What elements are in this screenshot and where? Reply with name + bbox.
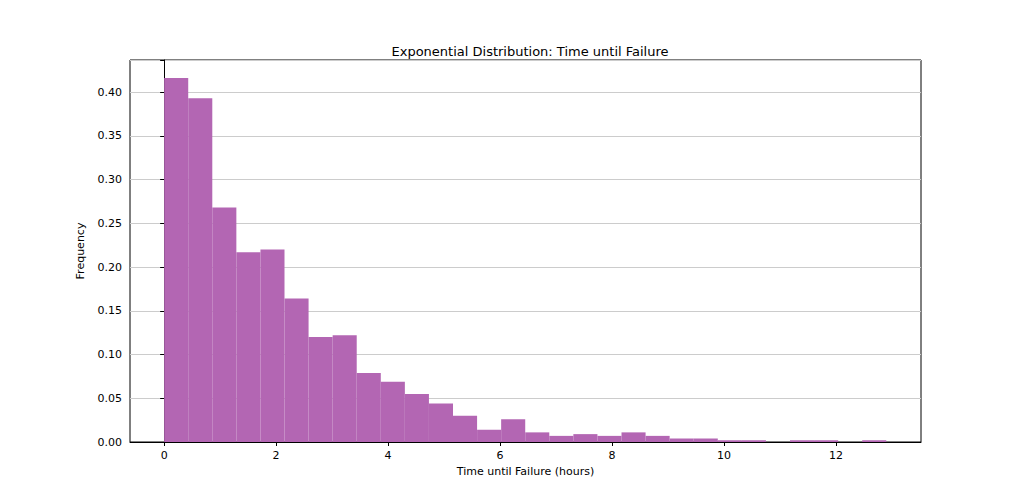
- svg-text:2: 2: [273, 449, 280, 462]
- svg-text:8: 8: [608, 449, 615, 462]
- svg-text:0.20: 0.20: [98, 261, 123, 274]
- svg-text:Time until Failure (hours): Time until Failure (hours): [456, 465, 594, 478]
- svg-text:0.30: 0.30: [98, 173, 123, 186]
- svg-text:4: 4: [385, 449, 392, 462]
- svg-text:0.35: 0.35: [98, 129, 123, 142]
- svg-text:10: 10: [717, 449, 731, 462]
- svg-text:0.40: 0.40: [98, 86, 123, 99]
- svg-text:0.25: 0.25: [98, 217, 123, 230]
- svg-text:0: 0: [161, 449, 168, 462]
- svg-text:6: 6: [497, 449, 504, 462]
- svg-text:0.05: 0.05: [98, 392, 123, 405]
- svg-text:Exponential Distribution: Time: Exponential Distribution: Time until Fai…: [391, 44, 668, 59]
- svg-text:0.15: 0.15: [98, 304, 123, 317]
- svg-text:Frequency: Frequency: [74, 222, 87, 279]
- svg-text:0.00: 0.00: [98, 436, 123, 449]
- svg-text:12: 12: [829, 449, 843, 462]
- svg-text:0.10: 0.10: [98, 348, 123, 361]
